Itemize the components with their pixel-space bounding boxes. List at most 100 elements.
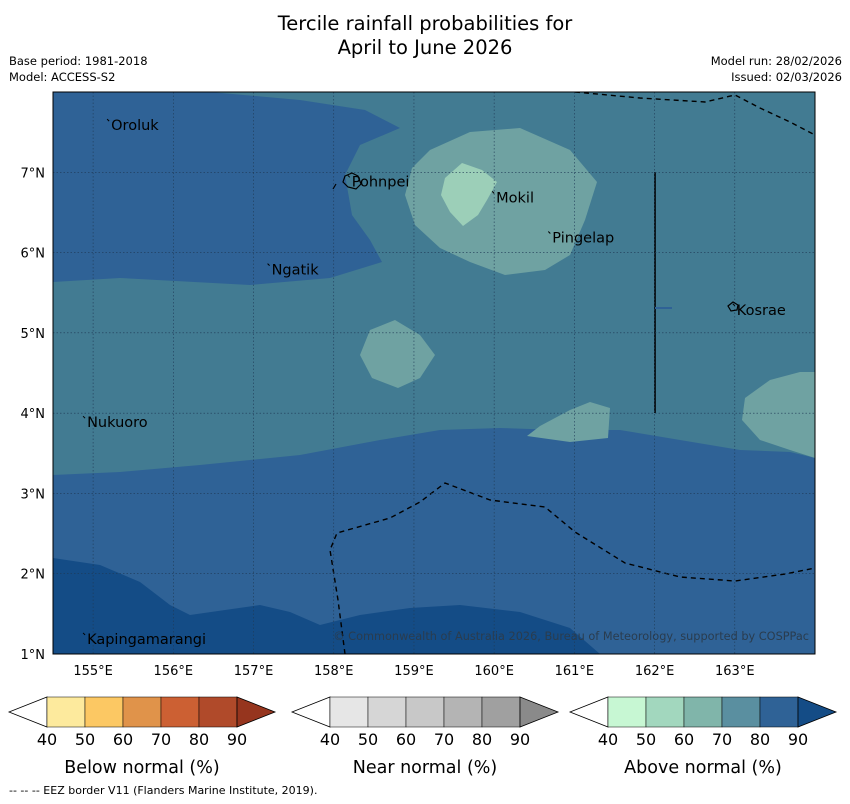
- colorbar-extend-low: [290, 696, 331, 728]
- place-label: Oroluk: [111, 118, 159, 134]
- lon-tick-label: 157°E: [234, 664, 274, 679]
- place-marker: [82, 632, 86, 636]
- pohnpei-reef-mark: [332, 183, 337, 190]
- place-marker: [267, 263, 270, 266]
- lon-tick-label: 163°E: [715, 664, 755, 679]
- colorbar-swatch: [122, 696, 162, 728]
- eez-border-south: [329, 482, 815, 654]
- lon-tick-label: 156°E: [154, 664, 194, 679]
- colorbar-swatch: [160, 696, 200, 728]
- colorbar-tick: 90: [788, 730, 808, 749]
- colorbar-swatch: [759, 696, 799, 728]
- colorbar-tick: 40: [598, 730, 618, 749]
- place-label: Mokil: [496, 190, 534, 206]
- colorbar-label: Below normal (%): [64, 758, 219, 778]
- graticule: [53, 92, 815, 654]
- colorbar-swatch: [329, 696, 369, 728]
- colorbar-extend-low: [568, 696, 609, 728]
- lat-tick-label: 3°N: [21, 487, 46, 502]
- colorbar-tick: 60: [396, 730, 416, 749]
- colorbar-swatch: [367, 696, 407, 728]
- lon-tick-label: 160°E: [474, 664, 514, 679]
- place-label: Nukuoro: [87, 415, 148, 431]
- fill-50-mokil: [441, 163, 497, 226]
- colorbar-tick: 70: [712, 730, 732, 749]
- longitude-axis: 155°E 156°E 157°E 158°E 159°E 160°E 161°E 162°E…: [73, 664, 754, 679]
- lat-tick-label: 1°N: [21, 648, 46, 663]
- lon-tick-label: 161°E: [555, 664, 595, 679]
- title-line-2: April to June 2026: [337, 36, 513, 59]
- model-run: Model run: 28/02/2026: [710, 54, 842, 68]
- copyright-notice: © Commonwealth of Australia 2026, Bureau…: [333, 630, 809, 643]
- lon-tick-label: 159°E: [394, 664, 434, 679]
- colorbar-1: 40 50 60 70 80 90 Below normal (%): [7, 696, 277, 778]
- place-marker: [347, 174, 351, 178]
- lon-tick-label: 162°E: [635, 664, 675, 679]
- colorbar-swatch: [481, 696, 521, 728]
- colorbar-swatch: [198, 696, 238, 728]
- colorbar-swatch: [607, 696, 647, 728]
- lon-tick-label: 155°E: [73, 664, 113, 679]
- place-marker: [82, 415, 86, 419]
- lon-tick-label: 158°E: [314, 664, 354, 679]
- meta-right: Model run: 28/02/2026 Issued: 02/03/2026: [711, 53, 842, 85]
- fill-70-band: [53, 92, 815, 475]
- place-marker: [547, 231, 551, 234]
- eez-border-north: [574, 92, 815, 136]
- eez-footnote: -- -- -- EEZ border V11 (Flanders Marine…: [9, 784, 318, 797]
- base-period: Base period: 1981-2018: [9, 54, 148, 68]
- place-marker: [491, 191, 495, 194]
- lat-tick-label: 5°N: [21, 327, 46, 342]
- meta-left: Base period: 1981-2018 Model: ACCESS-S2: [9, 53, 148, 85]
- colorbar-tick: 40: [320, 730, 340, 749]
- colorbar-tick: 60: [674, 730, 694, 749]
- fill-90-band: [53, 558, 600, 654]
- lat-tick-label: 6°N: [21, 247, 46, 262]
- colorbar-tick: 90: [510, 730, 530, 749]
- place-marker: [732, 303, 736, 307]
- place-label: Kosrae: [737, 303, 786, 319]
- place-label: Kapingamarangi: [87, 632, 206, 648]
- kosrae-island-outline: [727, 301, 739, 312]
- fill-60-mokil: [405, 128, 597, 275]
- place-label: Pohnpei: [352, 174, 410, 190]
- colorbar-tick: 40: [37, 730, 57, 749]
- colorbar-2: 40 50 60 70 80 90 Near normal (%): [290, 696, 560, 778]
- model-name: Model: ACCESS-S2: [9, 70, 116, 84]
- fill-60-southeast: [527, 402, 610, 442]
- colorbar-tick: 80: [750, 730, 770, 749]
- colorbar-tick: 50: [636, 730, 656, 749]
- colorbar-tick: 50: [358, 730, 378, 749]
- colorbar-tick: 70: [434, 730, 454, 749]
- colorbar-extend-high: [519, 696, 560, 728]
- pohnpei-island-outline: [342, 172, 362, 190]
- colorbar-swatch: [683, 696, 723, 728]
- latitude-axis: 1°N 2°N 3°N 4°N 5°N 6°N 7°N: [21, 166, 46, 663]
- colorbar-tick: 70: [151, 730, 171, 749]
- colorbar-tick: 60: [113, 730, 133, 749]
- place-label: Pingelap: [552, 231, 614, 247]
- colorbar-legends: 40 50 60 70 80 90 Below normal (%) 40 50 60 70 80 90…: [7, 696, 838, 778]
- lat-tick-label: 2°N: [21, 568, 46, 583]
- map-frame: [52, 91, 816, 655]
- colorbar-label: Above normal (%): [624, 758, 782, 778]
- place-labels: Oroluk Pohnpei Mokil Pingelap Ngatik Kosrae Nu…: [82, 118, 786, 648]
- probability-fill-layer: [53, 92, 815, 654]
- colorbar-swatch: [721, 696, 761, 728]
- place-label: Ngatik: [272, 263, 320, 279]
- colorbar-tick: 80: [472, 730, 492, 749]
- fill-60-east: [742, 372, 815, 458]
- lat-tick-label: 7°N: [21, 166, 46, 181]
- fill-60-central: [360, 320, 435, 388]
- colorbar-tick: 50: [75, 730, 95, 749]
- map-title: Tercile rainfall probabilities for April…: [0, 12, 850, 60]
- colorbar-swatch: [405, 696, 445, 728]
- issued-date: Issued: 02/03/2026: [731, 70, 842, 84]
- colorbar-swatch: [46, 696, 86, 728]
- colorbar-extend-high: [797, 696, 838, 728]
- place-marker: [106, 118, 110, 122]
- lat-tick-label: 4°N: [21, 407, 46, 422]
- colorbar-label: Near normal (%): [353, 758, 498, 778]
- colorbar-tick: 80: [189, 730, 209, 749]
